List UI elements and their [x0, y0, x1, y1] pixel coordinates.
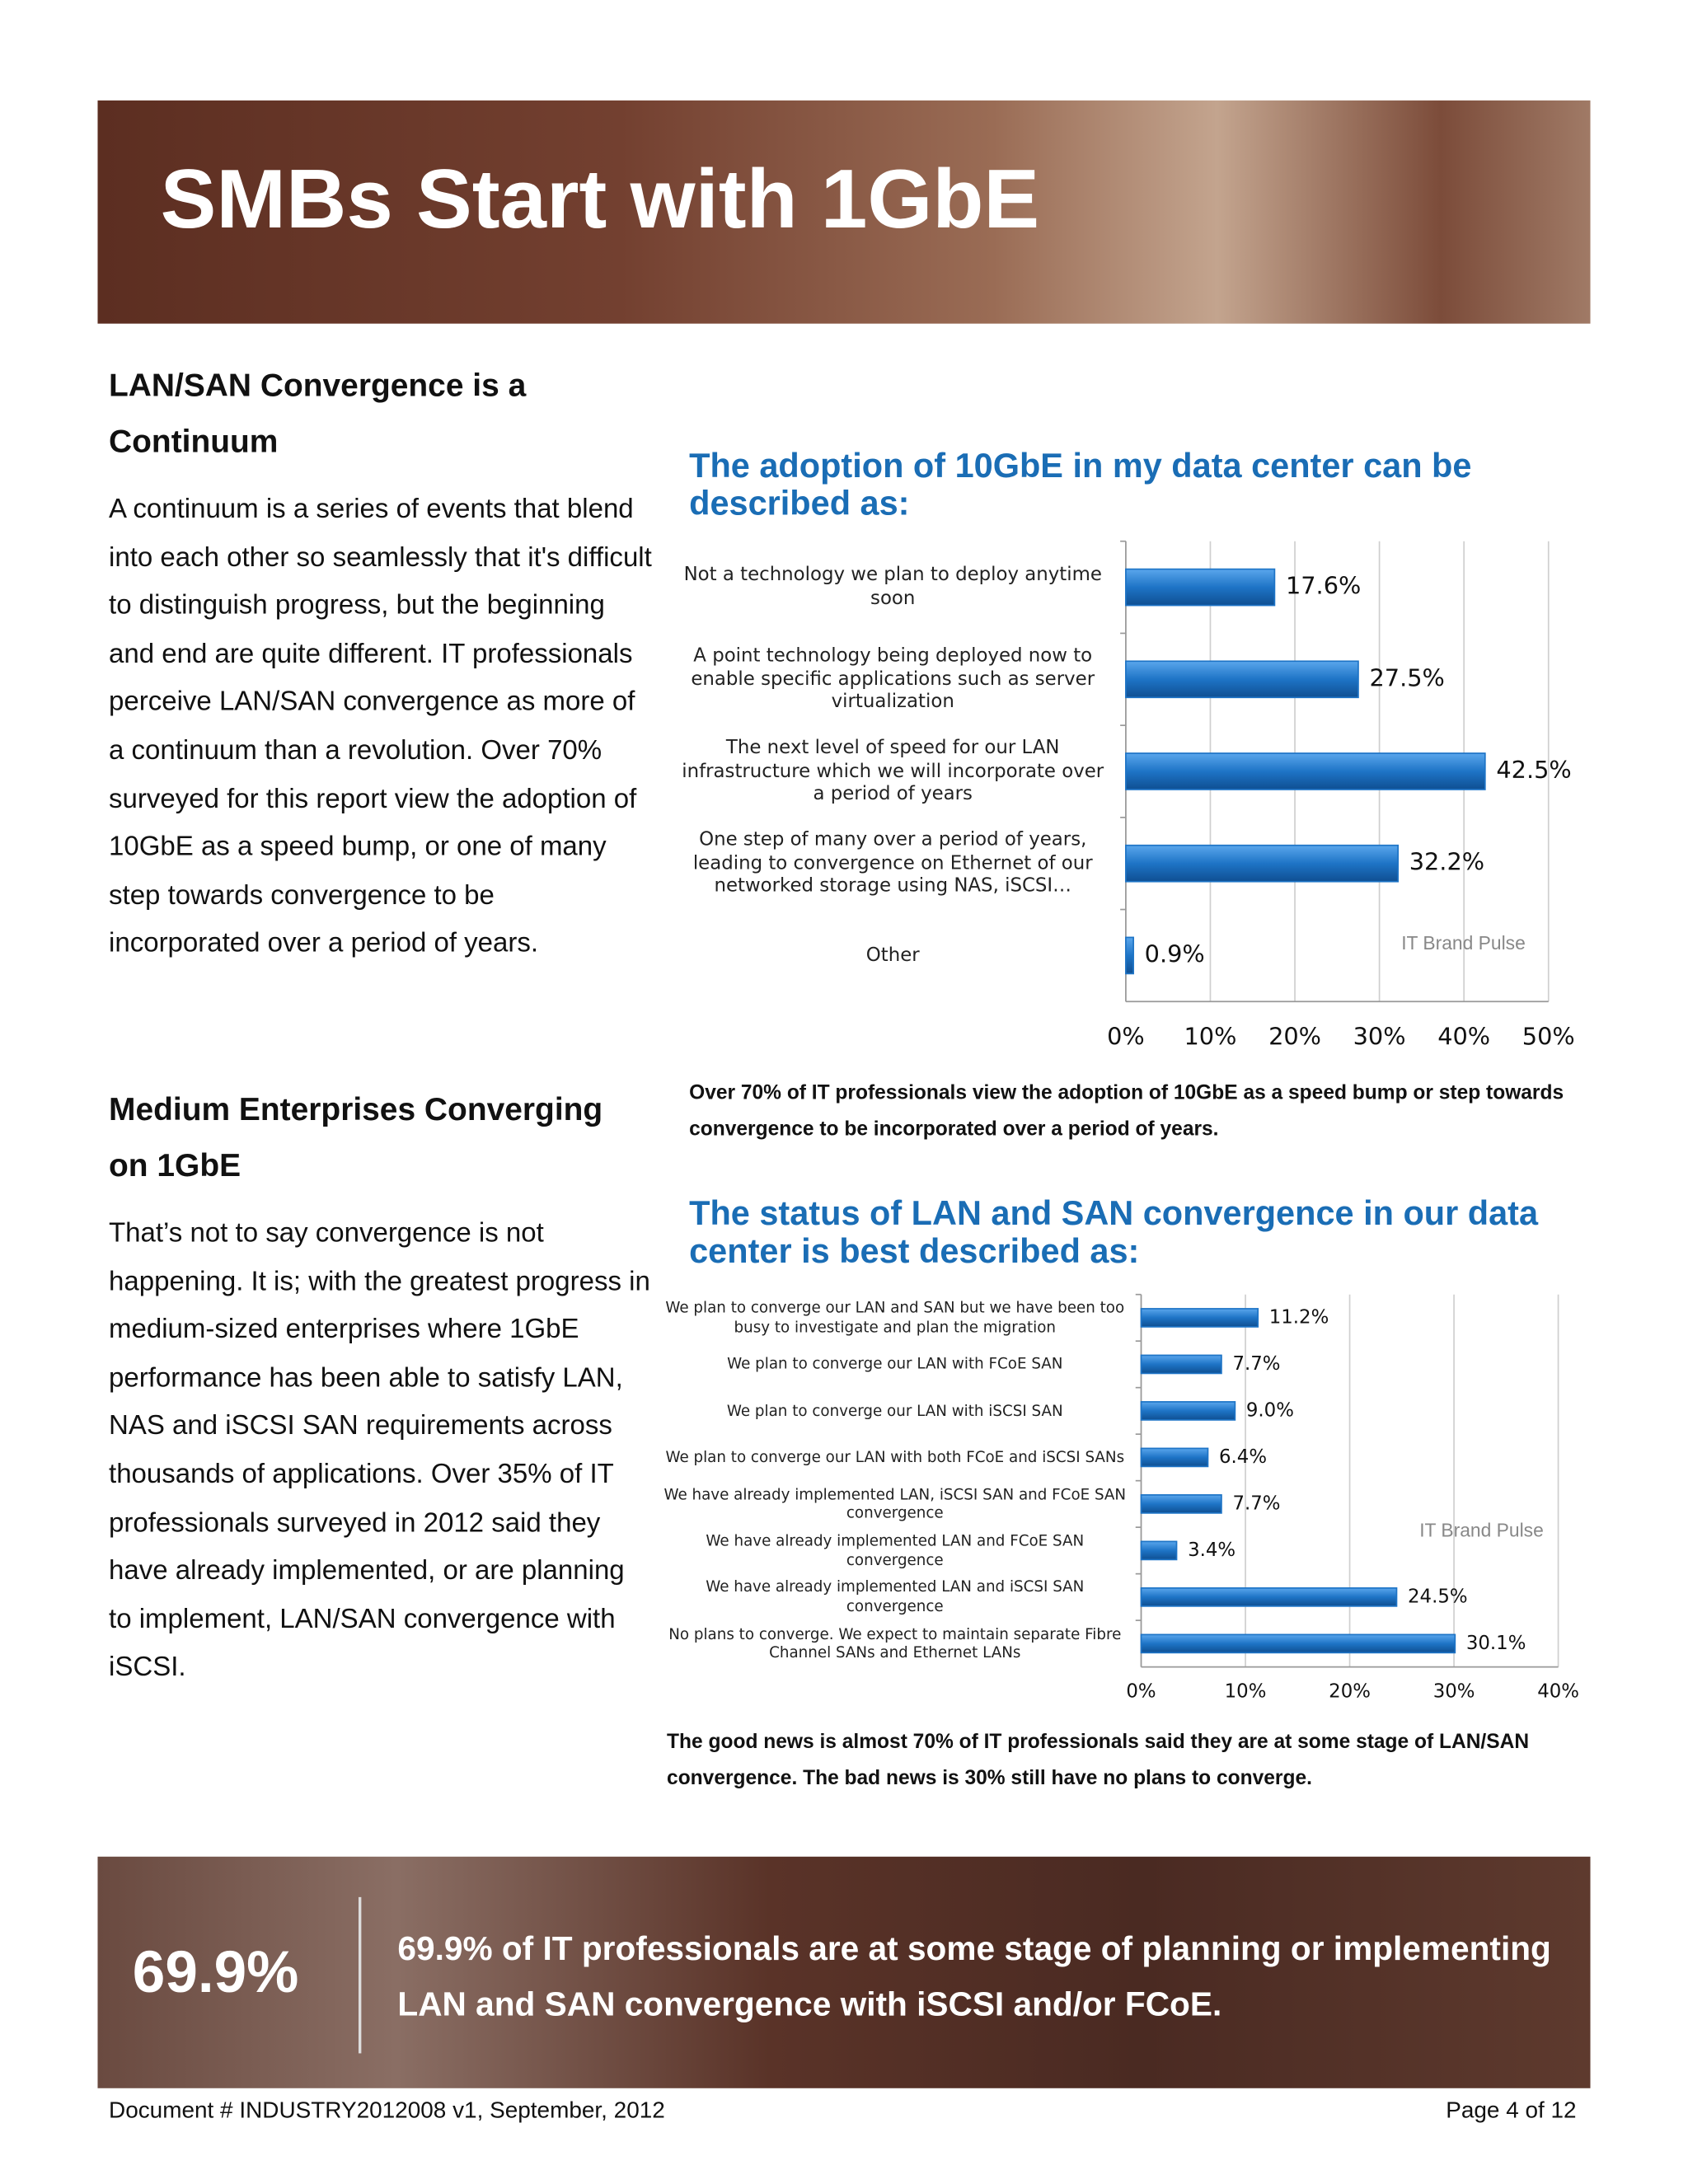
category-label-box: Other — [865, 944, 920, 967]
x-tick-label: 30% — [1433, 1681, 1475, 1703]
footer-right: Page 4 of 12 — [1446, 2097, 1577, 2124]
x-tick-label: 10% — [1184, 1022, 1236, 1050]
section-body: A continuum is a series of events that b… — [109, 494, 652, 959]
section-heading: Medium Enterprises Converging on 1GbE — [109, 1090, 603, 1183]
x-tick-label: 0% — [1126, 1681, 1156, 1703]
bar — [1140, 1401, 1236, 1421]
category-label-box: A point technology being deployed now to… — [691, 644, 1095, 714]
bar — [1125, 752, 1486, 790]
bar — [1140, 1494, 1222, 1514]
x-tick-label: 40% — [1437, 1022, 1490, 1050]
category-label-box: We have already implemented LAN and FCoE… — [706, 1531, 1085, 1569]
bar — [1140, 1447, 1209, 1468]
value-label: 42.5% — [1496, 756, 1571, 784]
bar — [1125, 568, 1276, 607]
x-tick-label: 50% — [1522, 1022, 1575, 1050]
footer-left: Document # INDUSTRY2012008 v1, September… — [109, 2097, 665, 2124]
watermark: IT Brand Pulse — [1419, 1519, 1544, 1540]
category-label: We have already implemented LAN, iSCSI S… — [663, 1485, 1127, 1522]
value-label: 0.9% — [1145, 940, 1205, 968]
callout-figure: 69.9% — [132, 1938, 299, 2005]
category-label: We plan to converge our LAN with both FC… — [665, 1447, 1125, 1466]
x-tick-label: 20% — [1329, 1681, 1371, 1703]
value-label: 27.5% — [1370, 663, 1445, 691]
bar — [1140, 1540, 1178, 1561]
x-tick-label: 20% — [1268, 1022, 1321, 1050]
category-label: We plan to converge our LAN with iSCSI S… — [726, 1401, 1063, 1420]
x-tick-label: 40% — [1537, 1681, 1579, 1703]
category-label: We have already implemented LAN and iSCS… — [706, 1578, 1085, 1615]
value-label: 30.1% — [1466, 1633, 1526, 1654]
category-label: Other — [865, 944, 920, 967]
x-tick-label: 30% — [1353, 1022, 1406, 1050]
value-label: 7.7% — [1232, 1353, 1280, 1375]
category-label-box: Not a technology we plan to deploy anyti… — [683, 564, 1102, 610]
bar — [1125, 660, 1359, 699]
category-label: One step of many over a period of years,… — [692, 827, 1093, 898]
section-body: That’s not to say convergence is not hap… — [109, 1217, 650, 1683]
value-label: 3.4% — [1188, 1540, 1236, 1561]
x-tick-label: 0% — [1107, 1022, 1145, 1050]
value-label: 6.4% — [1219, 1446, 1267, 1468]
category-label-box: We plan to converge our LAN with iSCSI S… — [726, 1401, 1063, 1420]
category-label: Not a technology we plan to deploy anyti… — [683, 564, 1102, 610]
callout-divider — [358, 1896, 362, 2054]
bar — [1140, 1308, 1259, 1328]
category-label: We have already implemented LAN and FCoE… — [706, 1531, 1085, 1569]
value-label: 32.2% — [1409, 848, 1484, 876]
value-label: 7.7% — [1232, 1493, 1280, 1514]
header-banner — [97, 100, 1591, 324]
section-heading: LAN/SAN Convergence is a Continuum — [109, 367, 527, 459]
category-label-box: No plans to converge. We expect to maint… — [668, 1624, 1122, 1662]
category-label-box: One step of many over a period of years,… — [692, 827, 1093, 898]
category-label-box: We plan to converge our LAN with both FC… — [665, 1447, 1125, 1466]
category-label: The next level of speed for our LAN infr… — [682, 736, 1104, 806]
bar — [1125, 936, 1134, 975]
chart-caption: Over 70% of IT professionals view the ad… — [689, 1082, 1564, 1141]
bar — [1125, 844, 1400, 883]
chart-caption: The good news is almost 70% of IT profes… — [667, 1731, 1530, 1789]
bar — [1140, 1633, 1456, 1654]
category-label-box: We plan to converge our LAN with FCoE SA… — [727, 1355, 1063, 1374]
chart-title: The status of LAN and SAN convergence in… — [689, 1195, 1539, 1271]
chart-title: The adoption of 10GbE in my data center … — [689, 448, 1472, 523]
watermark: IT Brand Pulse — [1401, 932, 1526, 954]
category-label: We plan to converge our LAN with FCoE SA… — [727, 1355, 1063, 1374]
callout-text: 69.9% of IT professionals are at some st… — [397, 1930, 1551, 2024]
x-tick-label: 10% — [1225, 1681, 1267, 1703]
bar — [1140, 1587, 1398, 1607]
category-label: We plan to converge our LAN and SAN but … — [665, 1299, 1125, 1336]
page-title: SMBs Start with 1GbE — [160, 152, 1040, 246]
category-label-box: We have already implemented LAN, iSCSI S… — [663, 1485, 1127, 1522]
category-label-box: We have already implemented LAN and iSCS… — [706, 1578, 1085, 1615]
callout-banner — [97, 1856, 1591, 2088]
bar — [1140, 1354, 1222, 1375]
category-label: No plans to converge. We expect to maint… — [668, 1624, 1122, 1662]
value-label: 11.2% — [1269, 1306, 1329, 1328]
value-label: 24.5% — [1408, 1586, 1468, 1607]
category-label: A point technology being deployed now to… — [691, 644, 1095, 714]
value-label: 17.6% — [1286, 572, 1361, 600]
category-label-box: We plan to converge our LAN and SAN but … — [665, 1299, 1125, 1336]
category-label-box: The next level of speed for our LAN infr… — [682, 736, 1104, 806]
value-label: 9.0% — [1246, 1399, 1294, 1421]
